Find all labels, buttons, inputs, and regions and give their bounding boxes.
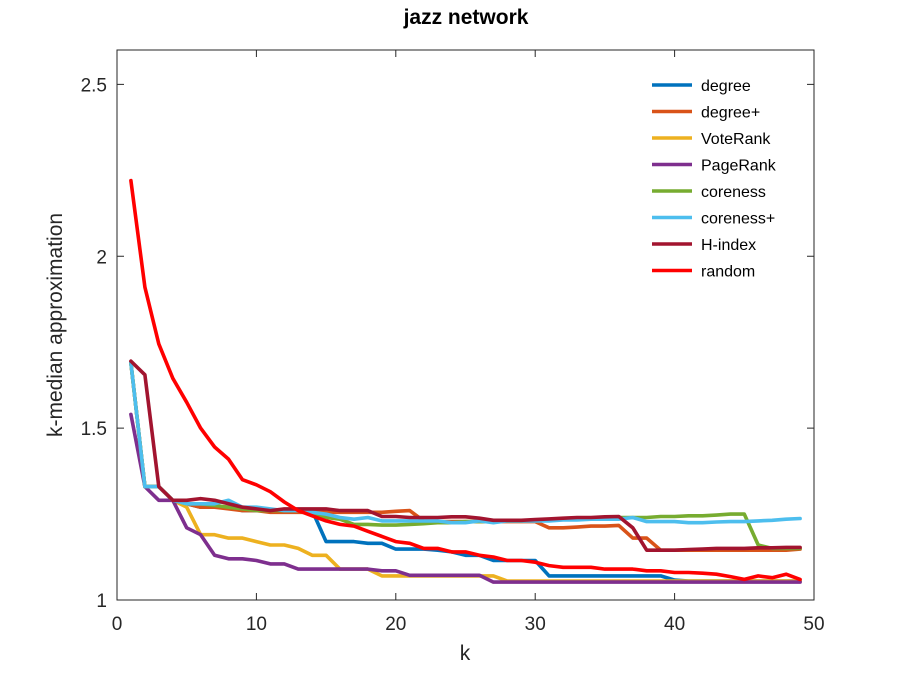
legend-item: degree [652,78,751,95]
legend-label: coreness [701,184,766,201]
x-tick-label: 0 [112,614,123,635]
series-line-h-index [129,359,802,553]
x-axis-label: k [460,642,471,665]
x-tick-label: 50 [803,614,824,635]
y-axis-label: k-median approximation [44,213,67,437]
x-tick-label: 30 [525,614,546,635]
legend: degree degree+ VoteRank PageRank coreness cor… [652,78,777,281]
x-tick-label: 20 [385,614,406,635]
y-axis: 1 1.5 2 2.5 [81,75,814,612]
y-tick-label: 1.5 [81,419,107,440]
x-tick-label: 40 [664,614,685,635]
axes-box [116,49,815,601]
legend-item: degree+ [652,105,760,122]
legend-label: degree+ [701,105,760,122]
legend-label: VoteRank [701,131,771,148]
chart-title: jazz network [403,6,529,29]
series-line-pagerank [129,412,802,584]
x-axis: 0 10 20 30 40 50 [112,50,825,635]
legend-item: coreness+ [652,211,775,228]
legend-item: coreness [652,184,766,201]
series-line-random [129,178,802,582]
legend-label: H-index [701,237,756,254]
legend-label: PageRank [701,158,777,175]
y-tick-label: 2.5 [81,75,107,96]
legend-label: degree [701,78,751,95]
legend-item: random [652,264,755,281]
legend-label: coreness+ [701,211,775,228]
x-tick-label: 10 [246,614,267,635]
legend-label: random [701,264,755,281]
plot-area [129,178,802,584]
legend-item: H-index [652,237,756,254]
y-tick-label: 2 [96,247,107,268]
legend-item: VoteRank [652,131,771,148]
y-tick-label: 1 [96,591,107,612]
legend-item: PageRank [652,158,777,175]
